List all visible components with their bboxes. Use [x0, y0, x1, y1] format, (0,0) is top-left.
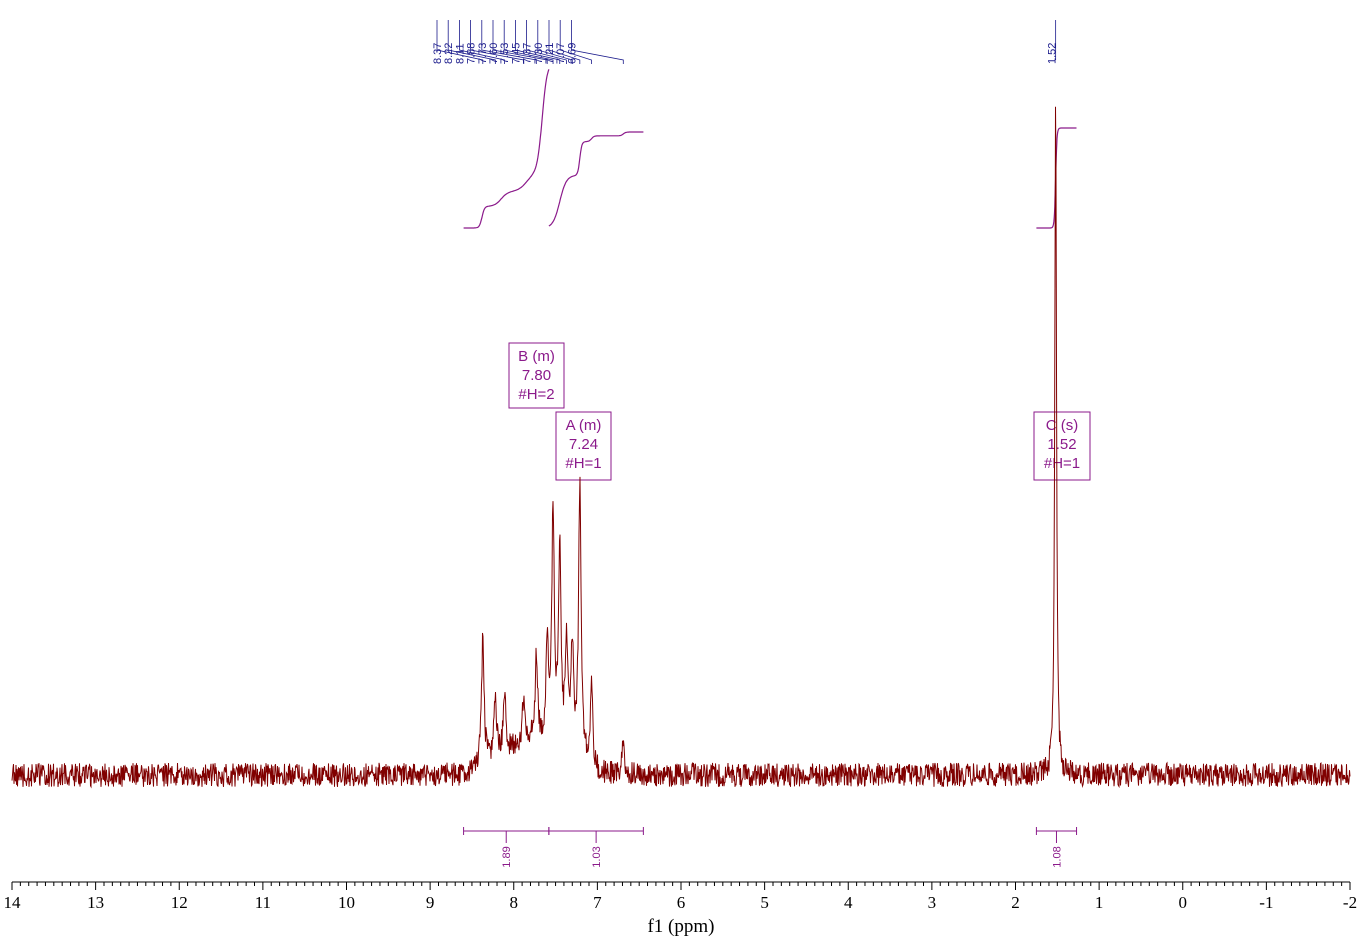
x-tick-label: 3	[928, 893, 937, 912]
multiplet-name: A (m)	[566, 417, 602, 434]
x-tick-label: 7	[593, 893, 602, 912]
multiplet-label: A (m) 7.24 #H=1	[555, 411, 612, 481]
peak-label-leader	[447, 20, 496, 64]
x-axis-title: f1 (ppm)	[647, 916, 714, 937]
peak-label: 8.11	[454, 43, 466, 64]
peak-label-leader	[459, 20, 505, 64]
multiplet-box	[508, 342, 565, 409]
peak-label: 7.21	[544, 43, 556, 64]
multiplet-box	[555, 411, 612, 481]
peak-label: 8.22	[443, 43, 455, 64]
peak-label: 7.30	[533, 43, 545, 64]
peak-label: 7.45	[510, 43, 522, 64]
peak-label: 7.88	[466, 43, 478, 64]
x-tick-label: 13	[87, 893, 104, 912]
spectrum-line	[11, 106, 1351, 789]
multiplet-shift: 7.24	[569, 436, 598, 453]
peak-label-group: 8.37 8.22 8.11 7.88 7.73 7.60 7.53 7.45 7.37 7.30…	[432, 20, 1059, 64]
peak-label: 7.53	[499, 43, 511, 64]
peak-label-leader	[515, 20, 561, 64]
peak-label-leader	[571, 20, 624, 64]
multiplet-name: B (m)	[518, 348, 555, 365]
x-tick-label: -2	[1343, 893, 1357, 912]
multiplet-shift: 1.52	[1047, 436, 1076, 453]
x-tick-label: 8	[510, 893, 519, 912]
multiplet-proton-count: #H=1	[1044, 455, 1080, 472]
x-tick-label: 2	[1011, 893, 1020, 912]
peak-label: 6.69	[566, 43, 578, 64]
peak-label: 7.07	[555, 43, 567, 64]
peak-label: 7.37	[522, 43, 534, 64]
integral-region: 1.89	[463, 827, 550, 868]
x-tick-label: 0	[1179, 893, 1188, 912]
peak-label-leader	[537, 20, 573, 64]
multiplet-shift: 7.80	[522, 367, 551, 384]
peak-label: 1.52	[1047, 43, 1059, 64]
multiplet-group: B (m) 7.80 #H=2 A (m) 7.24 #H=1 C (s) 1.52 #H=1	[508, 342, 1091, 481]
x-tick-label: 10	[338, 893, 355, 912]
x-tick-label: 6	[677, 893, 686, 912]
peak-label-leader	[548, 20, 581, 64]
multiplet-name: C (s)	[1046, 417, 1079, 434]
multiplet-box	[1033, 411, 1091, 481]
peak-label-leader	[492, 20, 548, 64]
peak-label-leader	[470, 20, 525, 64]
x-tick-label: 14	[4, 893, 22, 912]
x-tick-label: -1	[1259, 893, 1273, 912]
peak-label: 7.60	[488, 43, 500, 64]
integral-value: 1.03	[591, 846, 603, 867]
integral-curve-group	[463, 69, 1077, 229]
x-tick-label: 9	[426, 893, 435, 912]
peak-label: 7.73	[477, 43, 489, 64]
integral-curve	[548, 131, 644, 227]
peak-label: 8.37	[432, 43, 444, 64]
peak-label-leader	[503, 20, 554, 64]
peak-label-leader	[481, 20, 537, 64]
integral-value: 1.89	[501, 846, 513, 867]
x-tick-label: 11	[255, 893, 271, 912]
x-tick-label: 4	[844, 893, 853, 912]
multiplet-label: B (m) 7.80 #H=2	[508, 342, 565, 409]
x-axis: 14 13 12 11 10 9 8 7 6 5 4 3 2 1 0 -1 -2	[4, 881, 1357, 912]
multiplet-proton-count: #H=1	[565, 455, 601, 472]
peak-label-leader	[436, 20, 484, 64]
x-tick-label: 12	[171, 893, 188, 912]
integral-region: 1.08	[1035, 827, 1078, 868]
integral-curve	[463, 69, 550, 229]
x-tick-label: 5	[760, 893, 769, 912]
multiplet-proton-count: #H=2	[518, 386, 554, 403]
peak-label-leader	[526, 20, 567, 64]
integral-curve	[1036, 127, 1077, 229]
integral-region: 1.03	[548, 827, 644, 868]
x-tick-label: 1	[1095, 893, 1104, 912]
integral-bar-group: 1.89 1.03 1.08	[463, 827, 1078, 868]
integral-value: 1.08	[1051, 846, 1063, 867]
multiplet-label: C (s) 1.52 #H=1	[1033, 411, 1091, 481]
peak-label-leader	[559, 20, 592, 64]
